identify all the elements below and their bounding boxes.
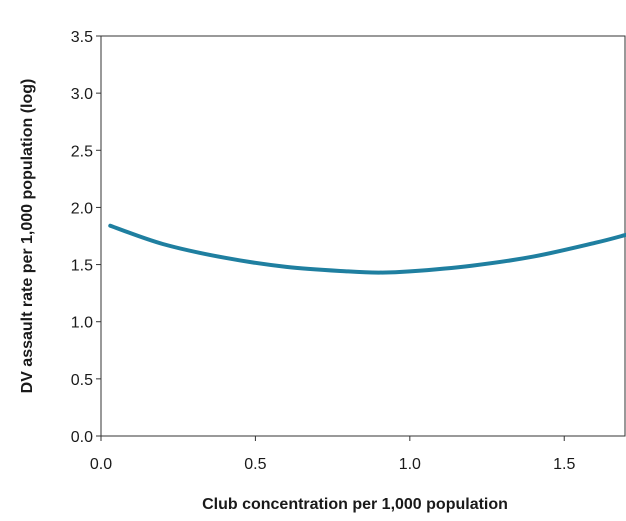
series-line-0 xyxy=(108,223,626,275)
y-tick-label: 0.5 xyxy=(71,372,93,389)
y-tick-label: 3.0 xyxy=(71,86,93,103)
plot-area-frame xyxy=(100,35,626,437)
x-axis-ticks: 0.0 0.5 1.0 1.5 xyxy=(90,436,575,473)
x-axis-title: Club concentration per 1,000 population xyxy=(202,496,508,513)
y-tick-label: 2.0 xyxy=(71,200,93,217)
y-axis-ticks: 0.0 0.5 1.0 1.5 2.0 2.5 3.0 3.5 xyxy=(71,29,101,446)
y-tick-label: 1.0 xyxy=(71,315,93,332)
x-tick-label: 1.0 xyxy=(399,456,421,473)
x-tick-label: 1.5 xyxy=(553,456,575,473)
series-layer xyxy=(108,223,626,275)
y-axis-title: DV assault rate per 1,000 population (lo… xyxy=(19,79,36,394)
y-tick-label: 2.5 xyxy=(71,143,93,160)
y-tick-label: 0.0 xyxy=(71,429,93,446)
x-tick-label: 0.0 xyxy=(90,456,112,473)
y-tick-label: 1.5 xyxy=(71,258,93,275)
y-tick-label: 3.5 xyxy=(71,29,93,46)
x-tick-label: 0.5 xyxy=(244,456,266,473)
